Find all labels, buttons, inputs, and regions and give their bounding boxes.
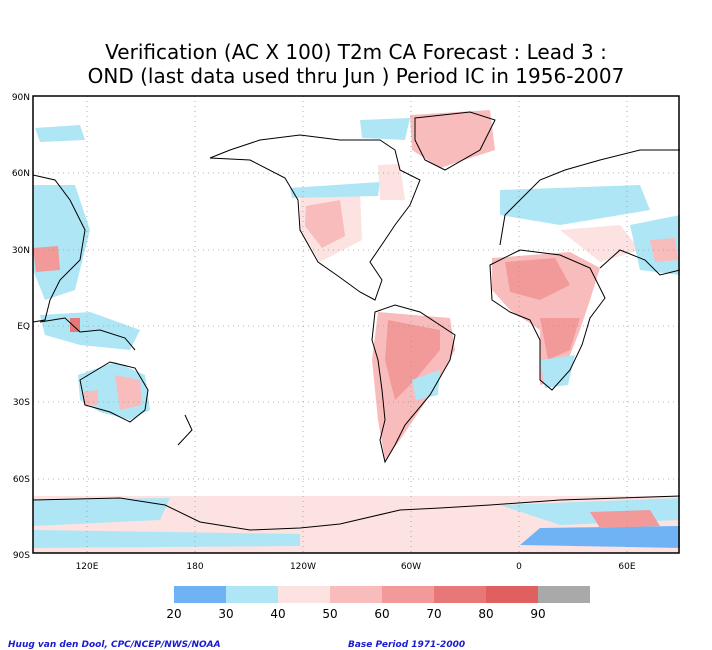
lon-label: 180 — [186, 562, 203, 572]
lat-label: 30N — [12, 246, 30, 256]
shading-layer — [33, 110, 680, 553]
colorbar: 20 30 40 50 60 70 80 90 — [166, 586, 590, 621]
colorbar-label: 20 — [166, 607, 181, 621]
colorbar-swatch — [434, 586, 486, 603]
credit-author: Huug van den Dool, CPC/NCEP/NWS/NOAA — [8, 640, 221, 650]
lon-label: 60E — [618, 562, 635, 572]
title-line-1: Verification (AC X 100) T2m CA Forecast … — [105, 40, 607, 64]
lat-label: 60S — [13, 475, 30, 485]
lon-label: 60W — [401, 562, 421, 572]
title-line-2: OND (last data used thru Jun ) Period IC… — [87, 64, 625, 88]
coastlines — [32, 111, 681, 531]
colorbar-label: 40 — [270, 607, 285, 621]
map-background — [33, 96, 679, 553]
lon-label: 120E — [76, 562, 99, 572]
colorbar-label: 60 — [374, 607, 389, 621]
colorbar-label: 70 — [426, 607, 441, 621]
colorbar-swatch — [382, 586, 434, 603]
lat-label: 60N — [12, 169, 30, 179]
lat-label: EQ — [17, 322, 30, 332]
colorbar-label: 50 — [322, 607, 337, 621]
lat-label: 30S — [13, 398, 30, 408]
map-frame — [32, 95, 680, 554]
colorbar-swatch — [486, 586, 538, 603]
colorbar-swatch — [538, 586, 590, 603]
lat-axis: 90N 60N 30N EQ 30S 60S 90S — [12, 93, 30, 561]
lon-axis: 120E 180 120W 60W 0 60E — [76, 562, 636, 572]
colorbar-swatch — [174, 586, 226, 603]
colorbar-label: 90 — [530, 607, 545, 621]
credit-base-period: Base Period 1971-2000 — [348, 640, 466, 650]
grid-lines — [33, 96, 680, 553]
colorbar-swatch — [226, 586, 278, 603]
colorbar-swatch — [278, 586, 330, 603]
colorbar-label: 80 — [478, 607, 493, 621]
lon-label: 120W — [290, 562, 316, 572]
lat-label: 90S — [13, 551, 30, 561]
lat-label: 90N — [12, 93, 30, 103]
colorbar-label: 30 — [218, 607, 233, 621]
colorbar-swatch — [330, 586, 382, 603]
lon-label: 0 — [516, 562, 522, 572]
